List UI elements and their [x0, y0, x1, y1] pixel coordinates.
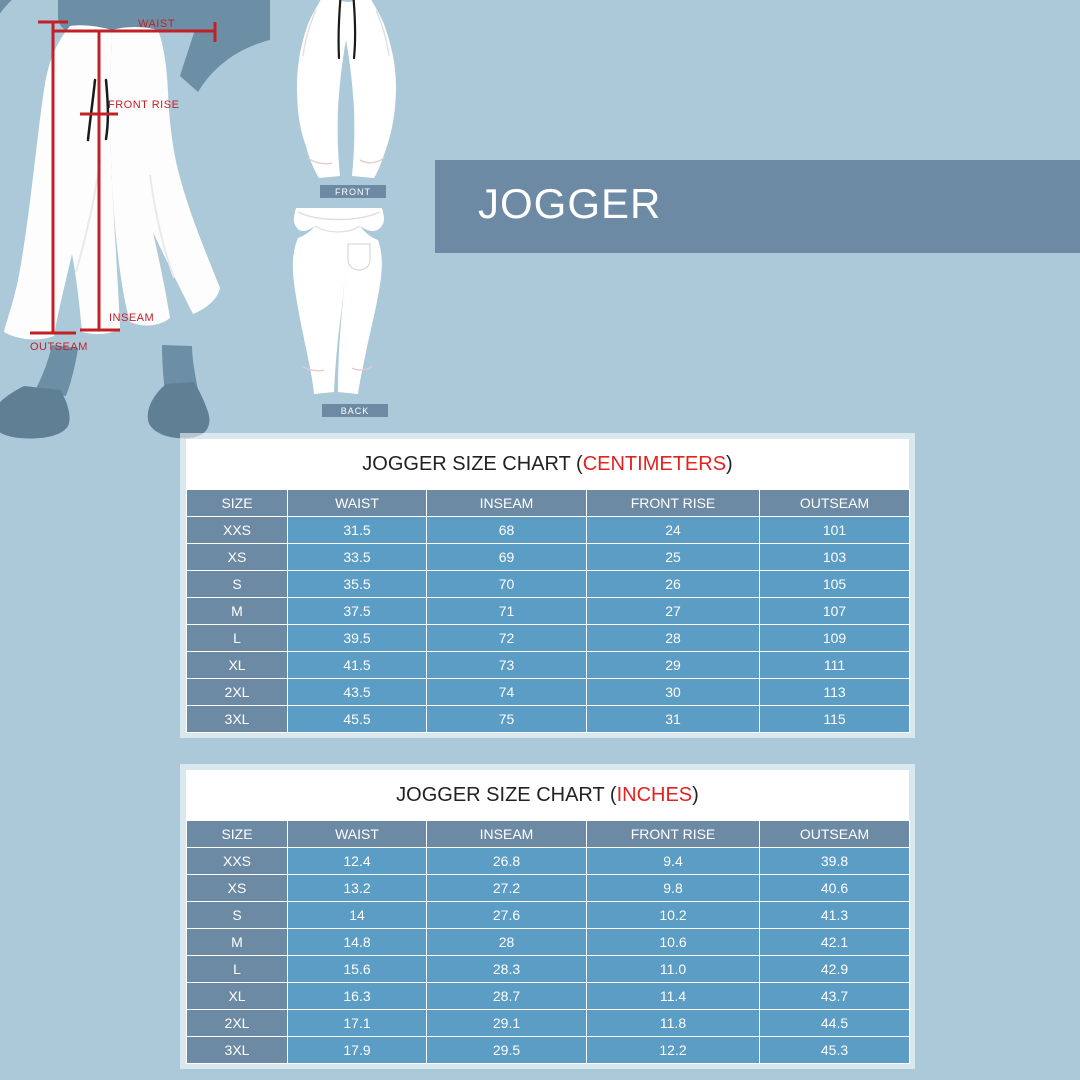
svg-text:INSEAM: INSEAM	[109, 312, 154, 324]
svg-text:OUTSEAM: OUTSEAM	[30, 341, 88, 353]
svg-text:FRONT RISE: FRONT RISE	[108, 99, 179, 111]
svg-text:WAIST: WAIST	[138, 18, 175, 30]
